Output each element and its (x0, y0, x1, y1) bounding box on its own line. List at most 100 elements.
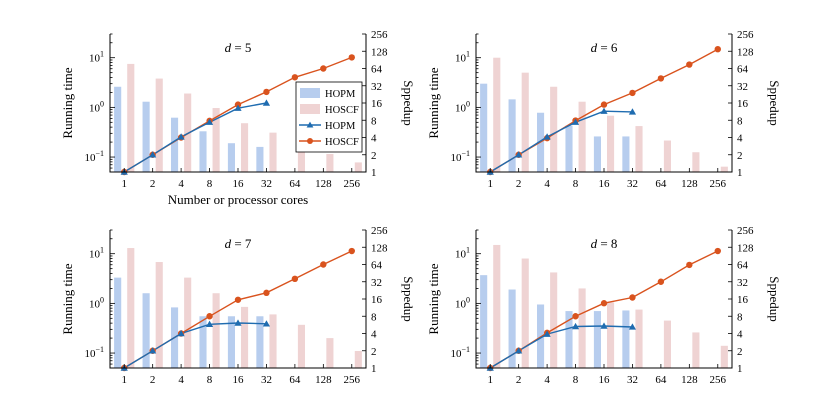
hoscf-time-bar (212, 293, 220, 368)
right-tick-label: 16 (737, 294, 749, 306)
hoscf-speedup-point (686, 261, 693, 269)
panel-title-eq: = 6 (597, 40, 618, 55)
panel-title-var: d (225, 236, 232, 251)
hopm-time-bar (227, 143, 235, 172)
right-tick-label: 64 (737, 260, 749, 272)
hoscf-speedup-point (600, 300, 608, 307)
x-tick-label: 1 (487, 374, 493, 386)
hopm-speedup-point (262, 320, 271, 327)
right-tick-label: 4 (737, 133, 743, 145)
panel-title-eq: = 8 (597, 236, 617, 251)
x-tick-label: 128 (315, 374, 332, 386)
hopm-time-bar (508, 99, 516, 172)
tick-exponent: −1 (95, 149, 104, 158)
right-tick-label: 64 (371, 260, 383, 272)
hopm-time-bar (593, 311, 601, 368)
x-tick-label: 8 (207, 374, 213, 386)
x-tick-label: 256 (344, 178, 361, 190)
x-tick-label: 32 (261, 374, 272, 386)
hopm-time-bar (142, 293, 150, 368)
panel-title-eq: = 7 (231, 236, 252, 251)
hoscf-speedup-point (629, 89, 636, 97)
right-tick-label: 2 (371, 346, 377, 358)
hopm-speedup-point (543, 330, 551, 337)
hopm-time-bar (142, 101, 150, 172)
hoscf-time-bar (521, 72, 529, 172)
hoscf-time-bar (127, 63, 135, 172)
hopm-time-bar (480, 83, 488, 172)
right-tick-label: 32 (737, 277, 748, 289)
hopm-time-bar (171, 117, 179, 172)
hoscf-time-bar (635, 126, 643, 172)
left-tick-label: 101 (89, 50, 104, 65)
hopm-speedup-line (489, 110, 633, 173)
hopm-speedup-point (234, 104, 242, 111)
right-tick-label: 1 (737, 167, 743, 179)
hoscf-speedup-point (629, 294, 636, 301)
left-axis-label: Running time (60, 263, 75, 334)
hopm-time-bar (480, 275, 488, 368)
right-tick-label: 1 (371, 363, 377, 375)
hoscf-speedup-point (291, 74, 299, 81)
right-tick-label: 2 (371, 150, 377, 162)
left-tick-label: 100 (89, 99, 104, 114)
hoscf-time-bar (184, 277, 192, 368)
x-tick-label: 128 (315, 178, 332, 190)
right-tick-label: 256 (371, 225, 388, 237)
x-tick-label: 16 (599, 374, 611, 386)
right-tick-label: 128 (737, 242, 754, 254)
right-tick-label: 128 (371, 46, 388, 58)
right-tick-label: 32 (371, 277, 382, 289)
x-tick-label: 2 (516, 374, 522, 386)
right-tick-label: 2 (737, 346, 743, 358)
legend-label: HOSCF (325, 137, 359, 148)
panel-title: d = 8 (591, 236, 618, 251)
x-tick-label: 4 (544, 178, 550, 190)
hopm-speedup-line (123, 102, 267, 173)
x-tick-label: 2 (150, 178, 156, 190)
tick-exponent: 1 (466, 246, 470, 255)
hoscf-speedup-point (714, 247, 721, 255)
panel-title-var: d (591, 236, 598, 251)
left-tick-label: 101 (455, 246, 470, 261)
hoscf-time-bar (241, 123, 249, 172)
x-tick-label: 2 (150, 374, 156, 386)
hoscf-time-bar (578, 288, 586, 368)
hopm-speedup-point (515, 151, 523, 158)
x-tick-label: 1 (121, 178, 127, 190)
hoscf-time-bar (354, 162, 362, 172)
right-tick-label: 8 (371, 115, 377, 127)
hopm-time-bar (227, 316, 235, 368)
x-tick-label: 16 (233, 374, 245, 386)
legend-swatch-hopm-bar (300, 88, 320, 98)
right-axis-label: Sppedup (401, 80, 416, 126)
right-tick-label: 4 (737, 329, 743, 341)
right-tick-label: 1 (737, 363, 743, 375)
hoscf-time-bar (720, 166, 728, 172)
hopm-speedup-point (515, 347, 523, 354)
hopm-time-bar (565, 311, 573, 368)
hoscf-time-bar (521, 258, 529, 368)
left-tick-label: 10−1 (450, 345, 470, 360)
hoscf-time-bar (550, 86, 558, 172)
x-tick-label: 1 (121, 374, 127, 386)
hopm-time-bar (622, 136, 630, 172)
tick-exponent: 1 (466, 50, 470, 59)
x-tick-label: 1 (487, 178, 493, 190)
tick-base: 10 (84, 152, 96, 164)
x-tick-label: 256 (710, 178, 727, 190)
panel-title-var: d (591, 40, 598, 55)
hoscf-time-bar (692, 332, 700, 368)
hopm-speedup-point (600, 107, 608, 114)
tick-exponent: 0 (466, 295, 470, 304)
x-tick-label: 64 (289, 178, 301, 190)
x-tick-label: 16 (233, 178, 245, 190)
tick-exponent: 0 (466, 99, 470, 108)
hoscf-time-bar (550, 272, 558, 368)
tick-base: 10 (455, 249, 467, 261)
legend: HOPM HOSCF HOPM HOSCF (295, 81, 363, 153)
hopm-time-bar (508, 289, 516, 368)
tick-base: 10 (450, 152, 462, 164)
